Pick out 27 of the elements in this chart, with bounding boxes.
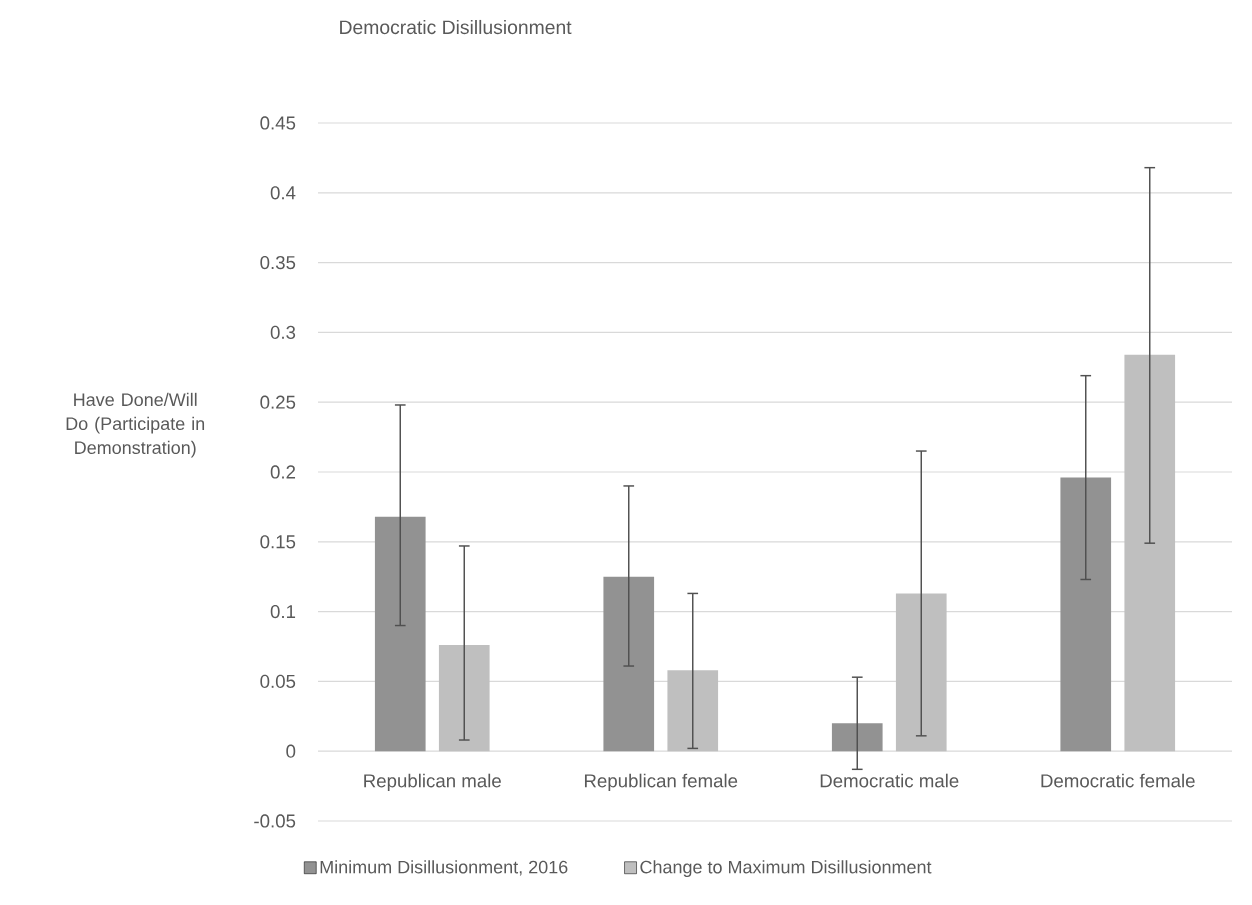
y-tick-label: 0.4 — [270, 186, 296, 200]
y-tick-label: 0.45 — [260, 116, 296, 130]
y-axis-title: Have Done/Will Do (Participate in Demonstration) — [66, 392, 205, 458]
x-tick-label: Democratic female — [1041, 773, 1195, 788]
legend-label: Change to Maximum Disillusionment — [640, 860, 932, 878]
legend-label: Minimum Disillusionment, 2016 — [320, 860, 568, 876]
y-tick-label: 0.05 — [260, 674, 296, 688]
bar — [895, 593, 947, 752]
y-tick-label: -0.05 — [254, 814, 296, 828]
bar — [667, 670, 719, 752]
y-tick-label: 0.2 — [270, 465, 296, 479]
bar — [374, 516, 426, 752]
bar — [831, 723, 883, 752]
y-tick-label: 0.35 — [260, 255, 296, 270]
bar — [603, 576, 655, 752]
chart-title: Democratic Disillusionment — [340, 19, 572, 35]
bar — [438, 645, 490, 752]
x-tick-label: Republican female — [584, 773, 738, 792]
y-tick-label: 0.3 — [270, 325, 296, 339]
y-tick-label: 0.1 — [270, 604, 296, 619]
bar — [1124, 354, 1176, 752]
x-tick-label: Republican male — [364, 773, 501, 792]
y-tick-label: 0.15 — [260, 535, 296, 549]
y-tick-label: 0 — [286, 744, 296, 758]
x-tick-label: Democratic male — [820, 773, 959, 788]
bar — [1060, 477, 1112, 752]
y-tick-label: 0.25 — [260, 395, 296, 409]
